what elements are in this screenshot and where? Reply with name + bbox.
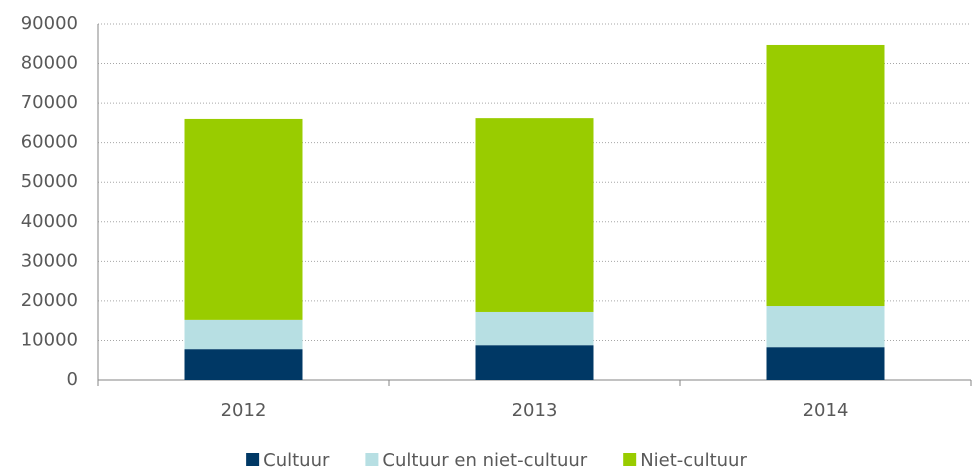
y-tick-label: 30000 xyxy=(21,250,78,271)
y-tick-label: 70000 xyxy=(21,92,78,113)
y-tick-label: 80000 xyxy=(21,53,78,74)
legend-swatch xyxy=(623,453,637,466)
y-tick-label: 50000 xyxy=(21,171,78,192)
x-tick-label: 2014 xyxy=(803,400,849,421)
legend-label: Niet-cultuur xyxy=(640,450,747,471)
y-tick-label: 40000 xyxy=(21,211,78,232)
bar-segment xyxy=(184,319,303,350)
legend-label: Cultuur en niet-cultuur xyxy=(382,450,587,471)
y-tick-label: 20000 xyxy=(21,290,78,311)
bar-segment xyxy=(766,347,885,380)
bar-segment xyxy=(184,118,303,320)
bar-segment xyxy=(475,345,594,380)
y-tick-label: 0 xyxy=(67,369,78,390)
y-tick-label: 10000 xyxy=(21,329,78,350)
bar-segment xyxy=(184,349,303,380)
y-tick-label: 60000 xyxy=(21,132,78,153)
y-tick-label: 90000 xyxy=(21,13,78,34)
bar-segment xyxy=(475,311,594,346)
x-tick-label: 2012 xyxy=(221,400,267,421)
bar-segment xyxy=(766,44,885,307)
bar-segment xyxy=(475,118,594,312)
legend-swatch xyxy=(246,453,260,466)
legend-label: Cultuur xyxy=(263,450,330,471)
legend-swatch xyxy=(365,453,379,466)
bar-segment xyxy=(766,306,885,348)
x-tick-label: 2013 xyxy=(512,400,558,421)
